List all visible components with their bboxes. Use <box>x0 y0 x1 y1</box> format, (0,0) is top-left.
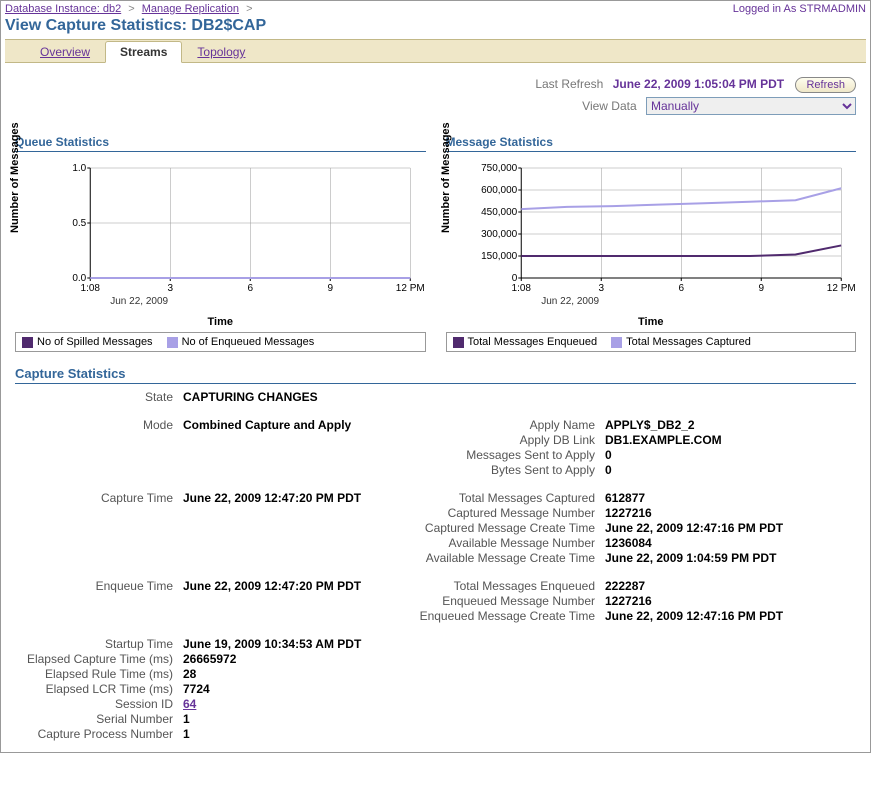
legend-label: No of Enqueued Messages <box>182 336 315 348</box>
breadcrumb-item-1[interactable]: Manage Replication <box>142 3 239 15</box>
tab-streams[interactable]: Streams <box>105 41 182 63</box>
viewdata-select[interactable]: Manually <box>646 97 856 115</box>
stat-captured-create: Captured Message Create TimeJune 22, 200… <box>415 521 856 535</box>
legend-label: No of Spilled Messages <box>37 336 153 348</box>
queue-legend: No of Spilled Messages No of Enqueued Mes… <box>15 332 426 352</box>
queue-chart-col: Queue Statistics Number of Messages 0.00… <box>15 135 426 352</box>
queue-chart: Number of Messages 0.00.51.01:0836912 PM… <box>15 158 426 318</box>
legend-swatch <box>167 337 178 348</box>
stat-elapsed-lcr: Elapsed LCR Time (ms)7724 <box>15 682 856 696</box>
svg-text:3: 3 <box>598 283 604 294</box>
svg-text:150,000: 150,000 <box>481 251 518 262</box>
legend-item: No of Spilled Messages <box>22 336 153 348</box>
stat-avail-msg-num: Available Message Number1236084 <box>415 536 856 550</box>
legend-swatch <box>453 337 464 348</box>
stat-session-id: Session ID64 <box>15 697 856 711</box>
stat-total-enqueued: Total Messages Enqueued222287 <box>415 579 856 593</box>
svg-text:0.5: 0.5 <box>72 218 86 229</box>
breadcrumb-sep: > <box>128 3 134 15</box>
stat-enqueued-create: Enqueued Message Create TimeJune 22, 200… <box>415 609 856 623</box>
page-root: Database Instance: db2 > Manage Replicat… <box>0 0 871 753</box>
login-as: Logged in As STRMADMIN <box>733 3 866 15</box>
stat-msgs-sent: Messages Sent to Apply0 <box>415 448 856 462</box>
svg-text:6: 6 <box>678 283 684 294</box>
legend-swatch <box>22 337 33 348</box>
viewdata-label: View Data <box>582 99 636 113</box>
capture-stats: StateCAPTURING CHANGES ModeCombined Capt… <box>5 390 866 741</box>
svg-text:9: 9 <box>758 283 764 294</box>
svg-text:12 PM: 12 PM <box>396 283 425 294</box>
page-title: View Capture Statistics: DB2$CAP <box>5 17 866 35</box>
stat-total-captured: Total Messages Captured612877 <box>415 491 856 505</box>
breadcrumb-item-0[interactable]: Database Instance: db2 <box>5 3 121 15</box>
stat-mode: ModeCombined Capture and Apply <box>15 418 415 432</box>
capture-stats-title: Capture Statistics <box>15 366 856 384</box>
breadcrumb-sep: > <box>246 3 252 15</box>
svg-text:1:08: 1:08 <box>511 283 531 294</box>
stat-enqueued-msg-num: Enqueued Message Number1227216 <box>415 594 856 608</box>
svg-text:3: 3 <box>167 283 173 294</box>
last-refresh-label: Last Refresh <box>535 77 603 91</box>
stat-apply-db-link: Apply DB LinkDB1.EXAMPLE.COM <box>415 433 856 447</box>
tab-bar: Overview Streams Topology <box>5 39 866 63</box>
stat-elapsed-rule: Elapsed Rule Time (ms)28 <box>15 667 856 681</box>
legend-swatch <box>611 337 622 348</box>
stat-state: StateCAPTURING CHANGES <box>15 390 856 404</box>
stat-bytes-sent: Bytes Sent to Apply0 <box>415 463 856 477</box>
stat-capture-time: Capture TimeJune 22, 2009 12:47:20 PM PD… <box>15 491 415 505</box>
stat-avail-create: Available Message Create TimeJune 22, 20… <box>415 551 856 565</box>
svg-text:750,000: 750,000 <box>481 163 518 174</box>
svg-text:1.0: 1.0 <box>72 163 86 174</box>
message-y-label: Number of Messages <box>440 122 452 233</box>
tab-topology[interactable]: Topology <box>182 41 260 63</box>
svg-text:Jun 22, 2009: Jun 22, 2009 <box>541 296 599 307</box>
svg-text:6: 6 <box>247 283 253 294</box>
login-user: STRMADMIN <box>799 3 866 15</box>
legend-item: Total Messages Enqueued <box>453 336 598 348</box>
queue-y-label: Number of Messages <box>9 122 21 233</box>
stat-elapsed-capture: Elapsed Capture Time (ms)26665972 <box>15 652 856 666</box>
svg-text:9: 9 <box>327 283 333 294</box>
message-chart-col: Message Statistics Number of Messages 01… <box>446 135 857 352</box>
last-refresh-value: June 22, 2009 1:05:04 PM PDT <box>613 77 784 91</box>
stat-capture-process: Capture Process Number1 <box>15 727 856 741</box>
svg-text:600,000: 600,000 <box>481 185 518 196</box>
message-chart-title: Message Statistics <box>446 135 857 152</box>
svg-text:1:08: 1:08 <box>81 283 101 294</box>
charts-row: Queue Statistics Number of Messages 0.00… <box>5 135 866 352</box>
message-legend: Total Messages Enqueued Total Messages Ca… <box>446 332 857 352</box>
legend-label: Total Messages Enqueued <box>468 336 598 348</box>
stat-apply-name: Apply NameAPPLY$_DB2_2 <box>415 418 856 432</box>
legend-item: Total Messages Captured <box>611 336 751 348</box>
tab-overview[interactable]: Overview <box>25 41 105 63</box>
queue-chart-title: Queue Statistics <box>15 135 426 152</box>
top-row: Database Instance: db2 > Manage Replicat… <box>5 3 866 15</box>
breadcrumb: Database Instance: db2 > Manage Replicat… <box>5 3 257 15</box>
svg-text:12 PM: 12 PM <box>826 283 855 294</box>
stat-enqueue-time: Enqueue TimeJune 22, 2009 12:47:20 PM PD… <box>15 579 415 593</box>
session-id-link[interactable]: 64 <box>183 697 196 711</box>
stat-startup: Startup TimeJune 19, 2009 10:34:53 AM PD… <box>15 637 856 651</box>
refresh-button[interactable]: Refresh <box>795 77 856 93</box>
stat-captured-msg-num: Captured Message Number1227216 <box>415 506 856 520</box>
refresh-row: Last Refresh June 22, 2009 1:05:04 PM PD… <box>5 77 856 93</box>
message-chart: Number of Messages 0150,000300,000450,00… <box>446 158 857 318</box>
legend-label: Total Messages Captured <box>626 336 751 348</box>
viewdata-row: View Data Manually <box>5 97 856 115</box>
legend-item: No of Enqueued Messages <box>167 336 315 348</box>
stat-serial-number: Serial Number1 <box>15 712 856 726</box>
svg-text:300,000: 300,000 <box>481 229 518 240</box>
login-prefix: Logged in As <box>733 3 800 15</box>
svg-text:450,000: 450,000 <box>481 207 518 218</box>
svg-text:Jun 22, 2009: Jun 22, 2009 <box>110 296 168 307</box>
